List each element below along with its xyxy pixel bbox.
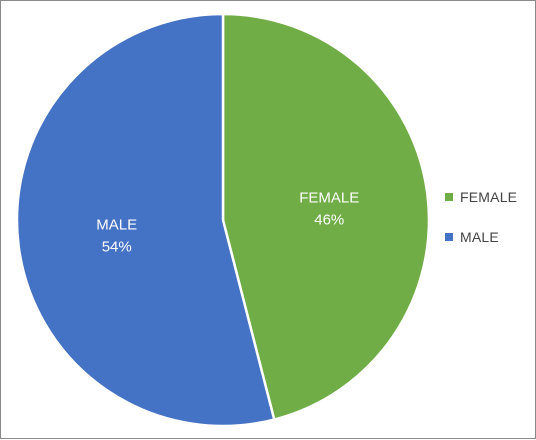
slice-label-female: FEMALE [299,190,359,207]
legend-swatch-female [445,193,453,201]
slice-label-male: MALE [96,216,137,233]
legend-label-male: MALE [460,229,499,245]
pie-slice-female [221,12,431,422]
legend-item-male: MALE [445,227,517,247]
legend-item-female: FEMALE [445,187,517,207]
pie-slice-male [15,12,276,428]
legend-label-female: FEMALE [460,189,518,205]
slice-percent-male: 54% [102,238,132,255]
chart-legend: FEMALE MALE [445,187,517,267]
slice-percent-female: 46% [314,212,344,229]
legend-swatch-male [445,233,453,241]
